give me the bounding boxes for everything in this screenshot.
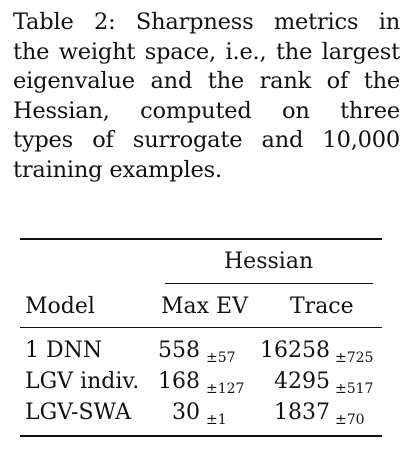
table-row-max-ev: 168 bbox=[158, 369, 200, 394]
table-row-trace: 1837 bbox=[274, 400, 330, 425]
table-row-max-ev-pm: ±1 bbox=[206, 412, 227, 428]
caption-line: Hessian, computed on three bbox=[13, 97, 400, 124]
caption-line: training examples. bbox=[13, 156, 222, 183]
table-row-trace: 16258 bbox=[260, 338, 330, 363]
table-row-trace: 4295 bbox=[274, 369, 330, 394]
table-row-model: 1 DNN bbox=[25, 338, 103, 363]
table-mid-rule bbox=[20, 327, 382, 328]
caption-line: Table 2: Sharpness metrics in bbox=[13, 9, 400, 35]
table-row-max-ev-pm: ±127 bbox=[206, 381, 245, 397]
table-caption: Table 2: Sharpness metrics in the weight… bbox=[13, 8, 400, 185]
table-row-model: LGV indiv. bbox=[25, 369, 140, 394]
table-row-model: LGV-SWA bbox=[25, 400, 131, 425]
table-top-rule bbox=[20, 238, 382, 240]
hessian-group-header: Hessian bbox=[224, 249, 314, 274]
column-header-model: Model bbox=[25, 294, 95, 319]
table-row-trace-pm: ±725 bbox=[335, 350, 374, 366]
caption-line: types of surrogate and 10,000 bbox=[13, 127, 400, 153]
column-header-max-ev: Max EV bbox=[161, 294, 248, 319]
table-row-trace-pm: ±70 bbox=[335, 412, 365, 428]
table-row-max-ev-pm: ±57 bbox=[206, 350, 236, 366]
table-row-trace-pm: ±517 bbox=[335, 381, 374, 397]
table-row-max-ev: 30 bbox=[172, 400, 200, 425]
hessian-group-rule bbox=[165, 283, 373, 284]
caption-line: eigenvalue and the rank of the bbox=[13, 68, 400, 94]
table-bottom-rule bbox=[20, 435, 382, 437]
column-header-trace: Trace bbox=[290, 294, 354, 319]
caption-line: the weight space, i.e., the largest bbox=[13, 38, 400, 65]
table-row-max-ev: 558 bbox=[158, 338, 200, 363]
